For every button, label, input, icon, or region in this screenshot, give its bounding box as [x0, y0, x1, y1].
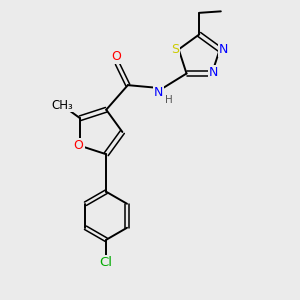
Text: S: S — [171, 43, 179, 56]
Text: Cl: Cl — [100, 256, 113, 269]
Text: O: O — [74, 139, 83, 152]
Text: N: N — [219, 43, 228, 56]
Text: O: O — [111, 50, 121, 63]
Text: N: N — [154, 86, 164, 99]
Text: H: H — [165, 95, 172, 105]
Text: N: N — [209, 66, 218, 80]
Text: CH₃: CH₃ — [51, 98, 73, 112]
